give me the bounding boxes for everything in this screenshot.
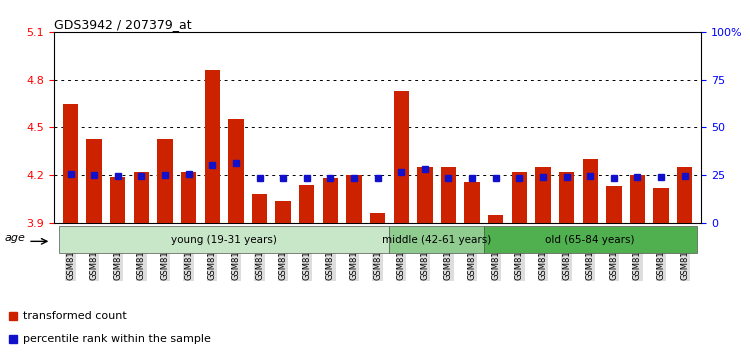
Bar — [181, 172, 196, 223]
Text: GDS3942 / 207379_at: GDS3942 / 207379_at — [54, 18, 192, 31]
Bar — [346, 175, 362, 223]
Bar — [536, 167, 550, 223]
Bar — [322, 178, 338, 223]
Text: percentile rank within the sample: percentile rank within the sample — [23, 334, 212, 344]
Text: transformed count: transformed count — [23, 311, 127, 321]
Bar — [441, 167, 456, 223]
Bar — [275, 201, 291, 223]
Bar — [110, 177, 125, 223]
Bar — [677, 167, 692, 223]
Bar — [134, 172, 149, 223]
Text: middle (42-61 years): middle (42-61 years) — [382, 235, 491, 245]
Bar — [488, 215, 503, 223]
Text: young (19-31 years): young (19-31 years) — [171, 235, 277, 245]
Bar — [417, 167, 433, 223]
Bar — [299, 185, 314, 223]
Bar — [252, 194, 267, 223]
Bar — [205, 70, 220, 223]
Bar — [512, 172, 527, 223]
Bar — [158, 139, 172, 223]
FancyBboxPatch shape — [484, 226, 697, 253]
Text: old (65-84 years): old (65-84 years) — [545, 235, 635, 245]
FancyBboxPatch shape — [58, 226, 389, 253]
Bar — [228, 120, 244, 223]
FancyBboxPatch shape — [389, 226, 484, 253]
Bar — [653, 188, 669, 223]
Bar — [606, 187, 622, 223]
Bar — [63, 104, 78, 223]
Bar — [86, 139, 102, 223]
Bar — [464, 182, 480, 223]
Text: age: age — [4, 233, 26, 243]
Bar — [559, 172, 574, 223]
Bar — [370, 213, 386, 223]
Bar — [394, 91, 409, 223]
Bar — [630, 175, 645, 223]
Bar — [583, 159, 598, 223]
